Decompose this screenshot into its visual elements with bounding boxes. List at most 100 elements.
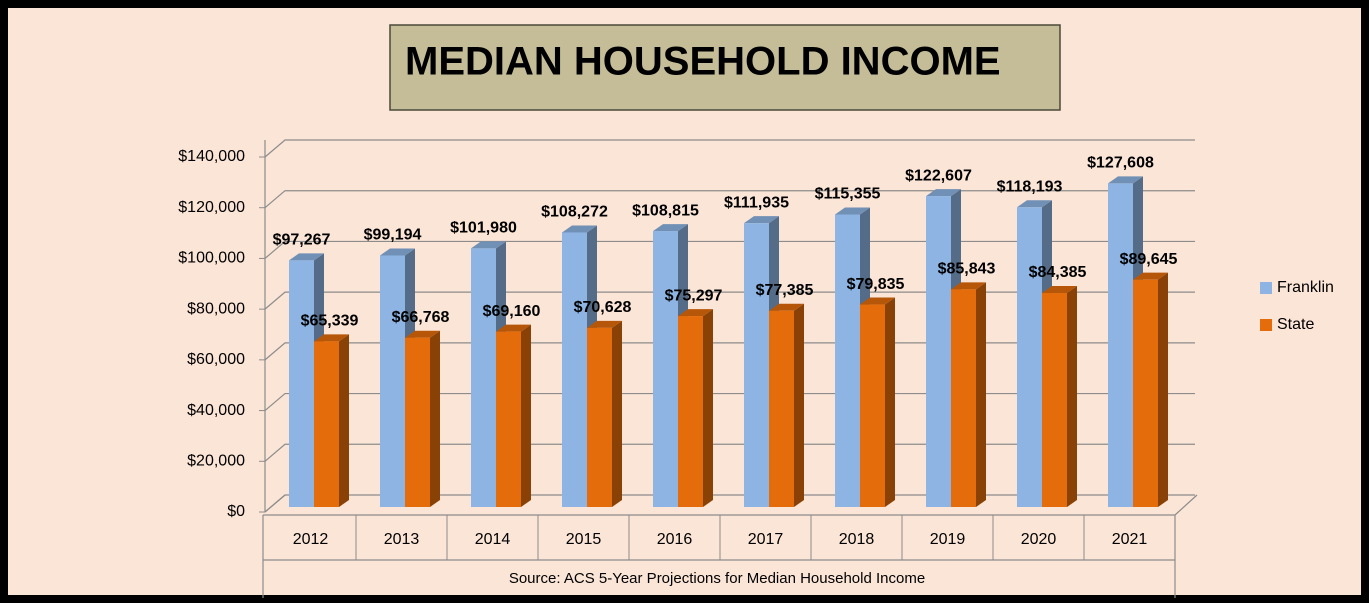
x-tick-label: 2015: [566, 531, 602, 548]
bar-side: [1067, 286, 1077, 507]
bar-top: [562, 225, 597, 233]
legend-swatch: [1260, 282, 1272, 294]
x-tick-label: 2017: [748, 531, 784, 548]
data-label: $99,194: [364, 227, 422, 244]
bar-top: [1108, 176, 1143, 184]
bar-side: [703, 309, 713, 507]
data-label: $84,385: [1029, 264, 1087, 281]
bar-side: [976, 282, 986, 507]
x-tick-label: 2021: [1112, 531, 1148, 548]
data-label: $70,628: [574, 299, 632, 316]
x-tick-label: 2019: [930, 531, 966, 548]
y-tick-label: $60,000: [187, 351, 245, 368]
bar-top: [380, 248, 415, 256]
data-label: $79,835: [847, 276, 905, 293]
bar: [1133, 279, 1158, 507]
data-label: $77,385: [756, 282, 814, 299]
data-label: $69,160: [483, 303, 541, 320]
bar: [769, 310, 794, 507]
bar: [405, 337, 430, 507]
data-label: $89,645: [1120, 251, 1178, 268]
bar: [380, 255, 405, 507]
data-label: $111,935: [724, 194, 789, 211]
data-label: $122,607: [905, 167, 972, 184]
grid-line: [264, 139, 1195, 158]
y-tick-label: $0: [227, 503, 245, 520]
data-label: $108,815: [632, 202, 699, 219]
grid-line: [264, 240, 1195, 259]
bar-top: [1042, 286, 1077, 294]
data-label: $66,768: [392, 309, 450, 326]
bar: [471, 248, 496, 508]
bar-top: [587, 320, 622, 328]
bar-side: [885, 297, 895, 507]
bar: [678, 316, 703, 507]
bar-side: [339, 334, 349, 507]
bar: [951, 289, 976, 507]
bar: [744, 223, 769, 507]
bar: [1108, 183, 1133, 507]
x-tick-label: 2014: [475, 531, 511, 548]
bar: [562, 232, 587, 508]
data-label: $85,843: [938, 261, 996, 278]
y-tick-label: $100,000: [178, 250, 245, 267]
bar-side: [430, 330, 440, 507]
grid-line: [264, 190, 1195, 209]
data-label: $97,267: [273, 232, 331, 249]
legend-label: Franklin: [1277, 279, 1334, 296]
x-tick-label: 2016: [657, 531, 693, 548]
data-label: $65,339: [301, 313, 359, 330]
bar: [1042, 293, 1067, 507]
y-tick-label: $20,000: [187, 453, 245, 470]
data-label: $108,272: [541, 204, 608, 221]
bar-top: [1133, 272, 1168, 280]
bar: [653, 231, 678, 508]
chart-title: MEDIAN HOUSEHOLD INCOME: [405, 40, 1001, 84]
bar-top: [769, 303, 804, 311]
bar-top: [835, 207, 870, 215]
bar-top: [653, 224, 688, 232]
bar: [496, 331, 521, 507]
bar-top: [496, 324, 531, 332]
title-box: [389, 24, 1061, 111]
x-tick-label: 2018: [839, 531, 875, 548]
data-label: $75,297: [665, 287, 723, 304]
bar: [860, 304, 885, 507]
bar: [587, 327, 612, 507]
y-tick-label: $40,000: [187, 402, 245, 419]
y-tick-label: $140,000: [178, 148, 245, 165]
grid-line: [264, 291, 1195, 310]
legend-label: State: [1277, 316, 1314, 333]
data-label: $101,980: [450, 220, 517, 237]
source-note: Source: ACS 5-Year Projections for Media…: [509, 570, 925, 587]
bar-top: [860, 297, 895, 305]
x-tick-label: 2012: [293, 531, 329, 548]
bar-side: [521, 324, 531, 507]
legend-swatch: [1260, 319, 1272, 331]
bar-top: [926, 189, 961, 197]
bar-side: [612, 320, 622, 507]
bar: [835, 214, 860, 507]
bar-top: [289, 253, 324, 261]
y-tick-label: $80,000: [187, 300, 245, 317]
bar: [926, 196, 951, 507]
data-label: $118,193: [997, 179, 1063, 196]
x-tick-label: 2020: [1021, 531, 1057, 548]
bar-top: [405, 330, 440, 338]
bar-top: [471, 241, 506, 249]
bar-side: [1158, 272, 1168, 507]
bar: [1017, 207, 1042, 507]
y-tick-label: $120,000: [178, 199, 245, 216]
bar-top: [951, 282, 986, 290]
x-tick-label: 2013: [384, 531, 420, 548]
data-label: $115,355: [815, 186, 881, 203]
bar: [314, 341, 339, 507]
bar-top: [1017, 200, 1052, 208]
bar-top: [314, 334, 349, 342]
bar-top: [744, 216, 779, 224]
bar-top: [678, 309, 713, 317]
data-label: $127,608: [1087, 155, 1154, 172]
bar: [289, 260, 314, 507]
bar-side: [794, 303, 804, 507]
